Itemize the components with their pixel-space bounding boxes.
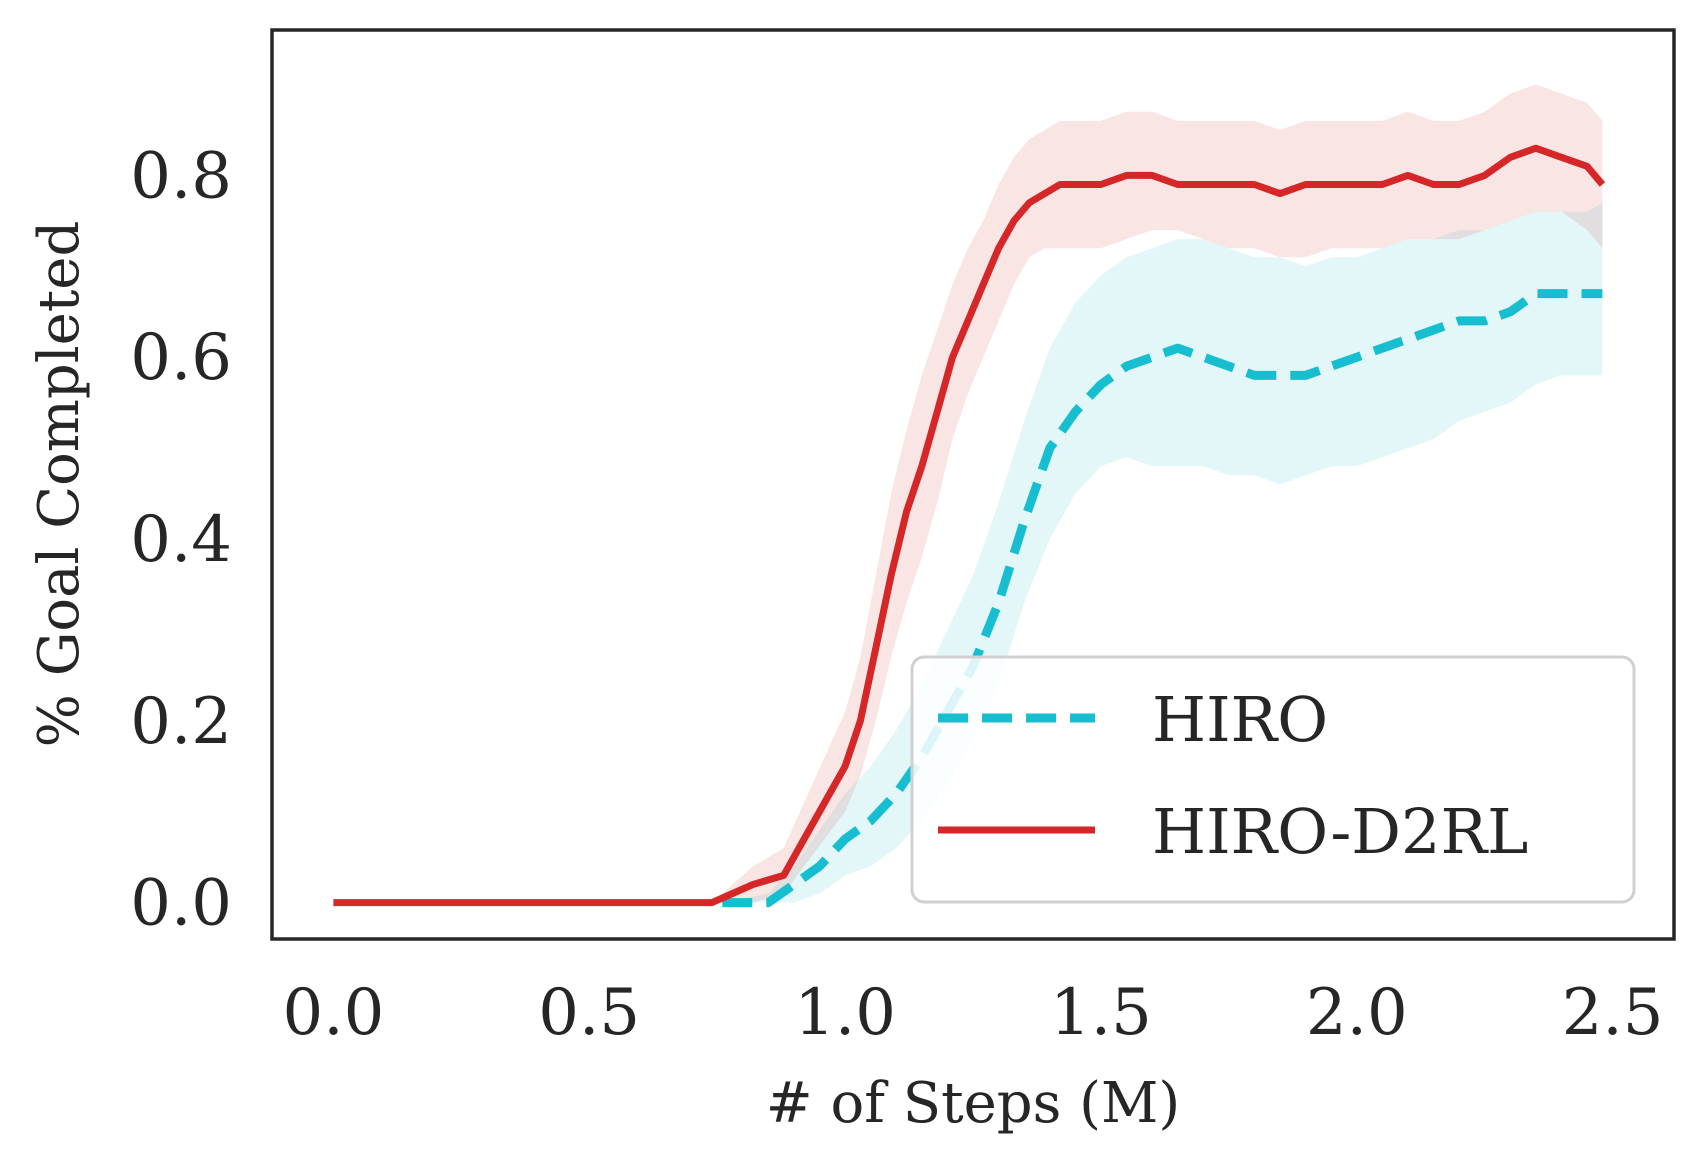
legend: HIRO HIRO-D2RL <box>910 655 1636 904</box>
x-axis-label: # of Steps (M) <box>766 1071 1180 1136</box>
y-tick-label: 0.4 <box>130 503 232 577</box>
x-tick-label: 0.0 <box>283 976 385 1050</box>
x-tick-label: 1.5 <box>1050 976 1152 1050</box>
confidence-band-hiro-d2rl <box>333 84 1603 903</box>
series-lines <box>333 144 1606 908</box>
x-tick-label: 2.0 <box>1306 976 1408 1050</box>
legend-label-hiro-d2rl: HIRO-D2RL <box>1152 795 1528 868</box>
y-tick-label: 0.0 <box>130 867 232 941</box>
legend-label-hiro: HIRO <box>1152 683 1328 756</box>
y-tick-label: 0.2 <box>130 685 232 759</box>
y-axis-label: % Goal Completed <box>27 221 92 748</box>
series-line-hiro <box>722 289 1603 908</box>
y-axis-ticks: 0.0 0.2 0.4 0.6 0.8 <box>130 139 232 940</box>
x-axis-ticks: 0.0 0.5 1.0 1.5 2.0 2.5 <box>283 976 1664 1050</box>
series-line-hiro-d2rl <box>333 144 1606 907</box>
y-tick-label: 0.8 <box>130 139 232 213</box>
y-tick-label: 0.6 <box>130 321 232 395</box>
x-tick-label: 2.5 <box>1562 976 1664 1050</box>
x-tick-label: 1.0 <box>794 976 896 1050</box>
x-tick-label: 0.5 <box>538 976 640 1050</box>
plot-area-frame <box>270 28 1676 941</box>
